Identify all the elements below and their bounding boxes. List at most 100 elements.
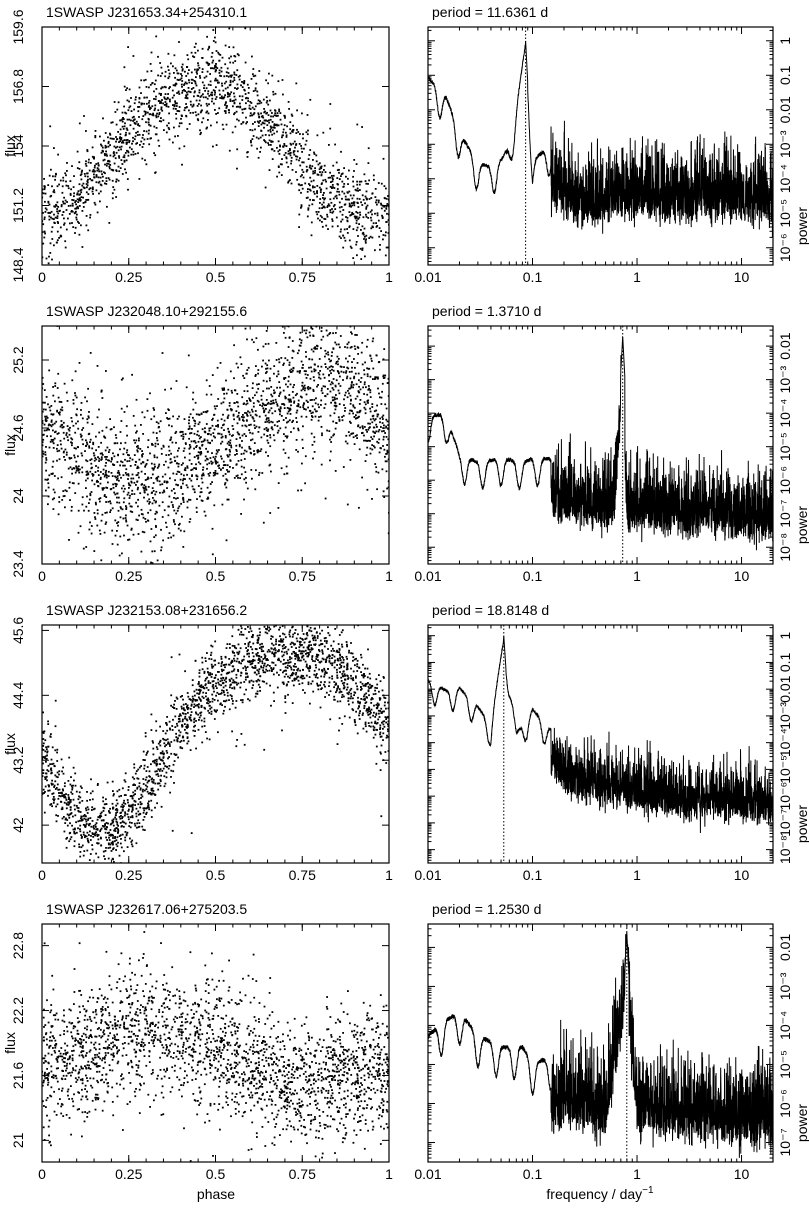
data-point <box>283 144 286 147</box>
data-point <box>324 363 327 365</box>
data-point <box>250 139 252 142</box>
data-point <box>221 387 224 390</box>
data-point <box>128 454 130 457</box>
data-point <box>328 358 330 361</box>
data-point <box>94 501 97 504</box>
x-tick-label: 0.25 <box>115 269 142 285</box>
data-point <box>195 474 198 477</box>
data-point <box>381 416 384 418</box>
data-point <box>87 841 90 844</box>
data-point <box>241 424 244 427</box>
data-point <box>264 362 267 365</box>
data-point <box>140 550 143 553</box>
data-point <box>148 101 150 104</box>
data-point <box>308 331 311 334</box>
data-point <box>45 469 47 472</box>
data-point <box>336 360 339 363</box>
data-point <box>218 89 221 92</box>
data-point <box>356 254 358 257</box>
data-point <box>206 676 209 679</box>
data-point <box>352 436 355 439</box>
data-point <box>69 180 72 182</box>
data-point <box>269 379 271 382</box>
data-point <box>257 99 260 102</box>
data-point <box>197 456 200 459</box>
data-point <box>159 780 162 782</box>
y-tick-label: 156.8 <box>10 69 26 104</box>
data-point <box>259 136 262 139</box>
data-point <box>65 391 68 394</box>
data-point <box>312 335 315 337</box>
data-point <box>210 433 212 436</box>
data-point <box>59 226 62 229</box>
data-point <box>251 438 254 441</box>
data-point <box>376 214 379 217</box>
data-point <box>268 409 271 412</box>
data-point <box>125 473 128 476</box>
data-point <box>207 450 209 453</box>
data-point <box>331 211 334 214</box>
data-point <box>251 477 253 480</box>
data-point <box>109 488 112 491</box>
data-point <box>332 210 335 213</box>
data-point <box>364 412 367 415</box>
plot-area <box>428 326 773 564</box>
data-point <box>103 153 106 155</box>
data-point <box>272 90 275 93</box>
data-point <box>108 222 111 224</box>
data-point <box>259 120 261 122</box>
data-point <box>187 90 190 93</box>
data-point <box>369 418 372 421</box>
data-point <box>196 69 198 72</box>
data-point <box>106 487 109 489</box>
data-point <box>136 430 138 433</box>
data-point <box>86 443 89 446</box>
data-point <box>136 519 139 521</box>
y-axis-label: flux <box>2 135 18 157</box>
data-point <box>220 469 222 471</box>
data-point <box>112 138 115 140</box>
data-point <box>95 181 98 184</box>
data-point <box>196 105 199 107</box>
data-point <box>358 506 360 509</box>
data-point <box>81 438 84 441</box>
data-point <box>365 206 368 208</box>
data-point <box>157 109 160 112</box>
data-point <box>133 454 136 456</box>
data-point <box>222 97 224 100</box>
data-point <box>188 716 191 719</box>
data-point <box>358 403 361 405</box>
data-point <box>42 212 44 214</box>
data-point <box>269 434 271 436</box>
data-point <box>216 472 219 475</box>
data-point <box>229 647 231 649</box>
data-point <box>214 407 217 410</box>
data-point <box>186 506 189 509</box>
data-point <box>259 100 261 102</box>
data-point <box>271 140 274 143</box>
data-point <box>70 457 73 459</box>
data-point <box>365 238 367 241</box>
data-point <box>50 803 53 805</box>
data-point <box>42 433 45 436</box>
data-point <box>120 442 122 445</box>
data-point <box>170 776 172 778</box>
data-point <box>101 149 104 152</box>
data-point <box>108 831 110 834</box>
data-point <box>182 546 185 548</box>
data-point <box>93 454 96 457</box>
data-point <box>209 701 211 703</box>
data-point <box>116 543 119 546</box>
data-point <box>309 702 311 705</box>
data-point <box>114 475 116 478</box>
data-point <box>371 421 374 424</box>
data-point <box>121 487 123 490</box>
data-point <box>87 817 90 820</box>
data-point <box>188 81 191 84</box>
data-point <box>378 227 381 229</box>
data-point <box>352 659 354 662</box>
data-point <box>190 71 193 74</box>
panel-5: 1SWASP J232153.08+231656.20 0.25 0.5 0.75 14… <box>2 602 393 883</box>
data-point <box>93 157 95 160</box>
data-point <box>286 125 288 128</box>
